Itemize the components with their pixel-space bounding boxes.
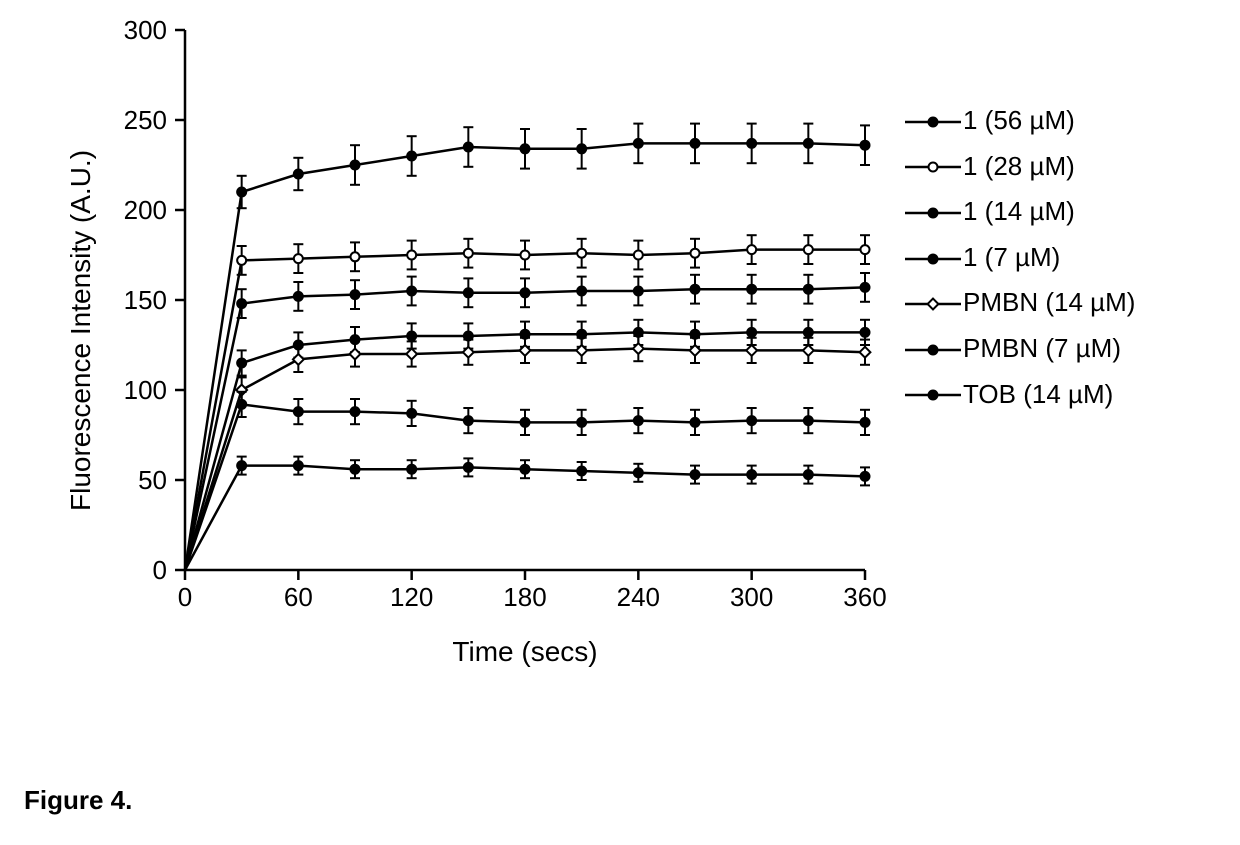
svg-text:180: 180 <box>503 582 546 612</box>
figure-caption: Figure 4. <box>24 785 132 816</box>
series-c1_28 <box>185 235 870 570</box>
line-chart: 0 50 100 150 200 250 300 0 60 120 180 240 300 360 <box>40 10 940 710</box>
legend-label: PMBN (7 µM) <box>963 328 1121 370</box>
legend-item-c1_28: 1 (28 µM) <box>905 146 1135 188</box>
svg-text:150: 150 <box>124 285 167 315</box>
series-pmbn_7 <box>185 392 870 570</box>
series-c1_7 <box>185 320 870 570</box>
legend-marker-icon <box>905 203 961 221</box>
legend-item-tob_14: TOB (14 µM) <box>905 374 1135 416</box>
y-axis-label: Fluorescence Intensity (A.U.) <box>65 150 97 511</box>
svg-text:360: 360 <box>843 582 886 612</box>
svg-text:50: 50 <box>138 465 167 495</box>
legend-marker-icon <box>905 249 961 267</box>
legend-marker-icon <box>905 157 961 175</box>
legend-item-pmbn_14: PMBN (14 µM) <box>905 282 1135 324</box>
svg-text:250: 250 <box>124 105 167 135</box>
svg-text:0: 0 <box>153 555 167 585</box>
svg-text:300: 300 <box>124 15 167 45</box>
series-pmbn_14 <box>185 336 870 570</box>
svg-text:200: 200 <box>124 195 167 225</box>
legend-label: 1 (28 µM) <box>963 146 1075 188</box>
legend-label: 1 (56 µM) <box>963 100 1075 142</box>
series-tob_14 <box>185 457 870 570</box>
legend-label: PMBN (14 µM) <box>963 282 1135 324</box>
svg-text:60: 60 <box>284 582 313 612</box>
legend-item-c1_56: 1 (56 µM) <box>905 100 1135 142</box>
legend-marker-icon <box>905 340 961 358</box>
legend-marker-icon <box>905 112 961 130</box>
legend-item-c1_14: 1 (14 µM) <box>905 191 1135 233</box>
svg-text:0: 0 <box>178 582 192 612</box>
svg-text:300: 300 <box>730 582 773 612</box>
svg-text:240: 240 <box>617 582 660 612</box>
legend-item-c1_7: 1 (7 µM) <box>905 237 1135 279</box>
svg-text:120: 120 <box>390 582 433 612</box>
legend-label: 1 (7 µM) <box>963 237 1060 279</box>
legend: 1 (56 µM)1 (28 µM)1 (14 µM)1 (7 µM)PMBN … <box>905 100 1135 419</box>
legend-label: TOB (14 µM) <box>963 374 1113 416</box>
legend-item-pmbn_7: PMBN (7 µM) <box>905 328 1135 370</box>
svg-text:100: 100 <box>124 375 167 405</box>
chart-container: 0 50 100 150 200 250 300 0 60 120 180 240 300 360 Flu… <box>40 10 940 715</box>
x-axis-label: Time (secs) <box>185 636 865 668</box>
legend-marker-icon <box>905 385 961 403</box>
legend-marker-icon <box>905 294 961 312</box>
page-root: 0 50 100 150 200 250 300 0 60 120 180 240 300 360 Flu… <box>0 0 1240 845</box>
legend-label: 1 (14 µM) <box>963 191 1075 233</box>
